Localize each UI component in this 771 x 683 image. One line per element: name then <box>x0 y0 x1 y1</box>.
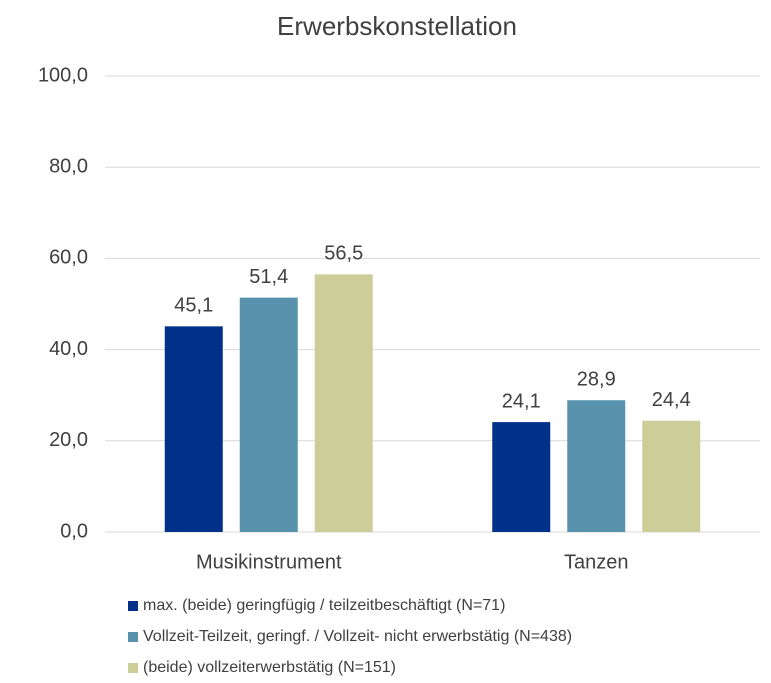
x-tick-label: Tanzen <box>564 551 629 573</box>
y-tick-label: 20,0 <box>49 429 88 451</box>
bar <box>239 297 298 532</box>
chart-title: Erwerbskonstellation <box>277 11 517 41</box>
legend-label: Vollzeit-Teilzeit, geringf. / Vollzeit- … <box>143 628 572 645</box>
data-label: 24,4 <box>652 389 691 411</box>
legend-label: (beide) vollzeiterwerbstätig (N=151) <box>143 659 396 676</box>
legend-swatch <box>128 663 138 673</box>
legend-swatch <box>128 632 138 642</box>
legend-label: max. (beide) geringfügig / teilzeitbesch… <box>143 597 505 614</box>
data-label: 45,1 <box>174 295 213 317</box>
bar <box>492 422 551 532</box>
data-label: 51,4 <box>249 266 288 288</box>
y-tick-label: 80,0 <box>49 155 88 177</box>
x-tick-label: Musikinstrument <box>196 551 342 573</box>
data-label: 24,1 <box>502 390 541 412</box>
data-label: 56,5 <box>324 243 363 265</box>
y-tick-label: 0,0 <box>60 520 88 542</box>
legend-swatch <box>128 601 138 611</box>
y-tick-label: 60,0 <box>49 247 88 269</box>
bar <box>567 400 626 532</box>
y-tick-label: 100,0 <box>38 64 88 86</box>
bar <box>642 420 701 532</box>
bar <box>164 326 223 532</box>
bar <box>314 274 373 532</box>
y-tick-label: 40,0 <box>49 338 88 360</box>
data-label: 28,9 <box>577 368 616 390</box>
